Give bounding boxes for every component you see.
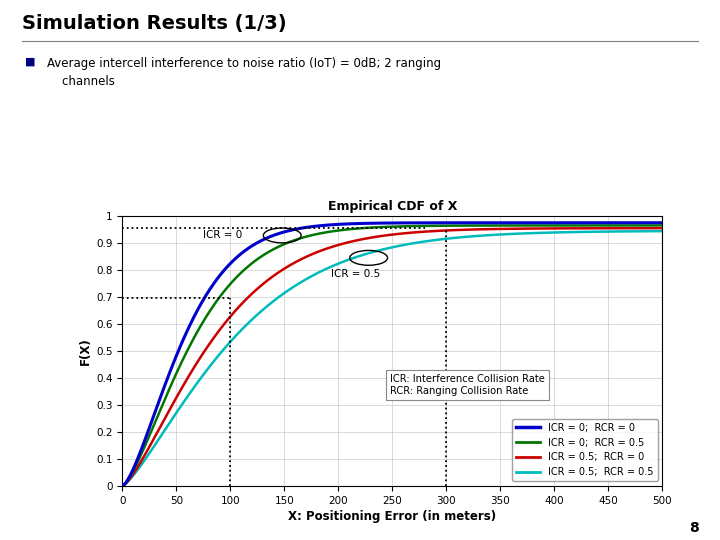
Y-axis label: F(X): F(X) bbox=[79, 337, 92, 365]
Text: ICR = 0: ICR = 0 bbox=[204, 230, 243, 240]
Text: ICR = 0.5: ICR = 0.5 bbox=[331, 269, 380, 279]
Text: 8: 8 bbox=[688, 521, 698, 535]
Legend: ICR = 0;  RCR = 0, ICR = 0;  RCR = 0.5, ICR = 0.5;  RCR = 0, ICR = 0.5;  RCR = 0: ICR = 0; RCR = 0, ICR = 0; RCR = 0.5, IC… bbox=[512, 419, 657, 481]
Text: ICR: Interference Collision Rate
RCR: Ranging Collision Rate: ICR: Interference Collision Rate RCR: Ra… bbox=[390, 374, 545, 395]
Text: channels: channels bbox=[47, 75, 114, 87]
X-axis label: X: Positioning Error (in meters): X: Positioning Error (in meters) bbox=[288, 510, 497, 523]
Title: Empirical CDF of X: Empirical CDF of X bbox=[328, 200, 457, 213]
Text: Average intercell interference to noise ratio (IoT) = 0dB; 2 ranging: Average intercell interference to noise … bbox=[47, 57, 441, 70]
Text: ■: ■ bbox=[25, 57, 36, 67]
Text: Simulation Results (1/3): Simulation Results (1/3) bbox=[22, 14, 287, 32]
